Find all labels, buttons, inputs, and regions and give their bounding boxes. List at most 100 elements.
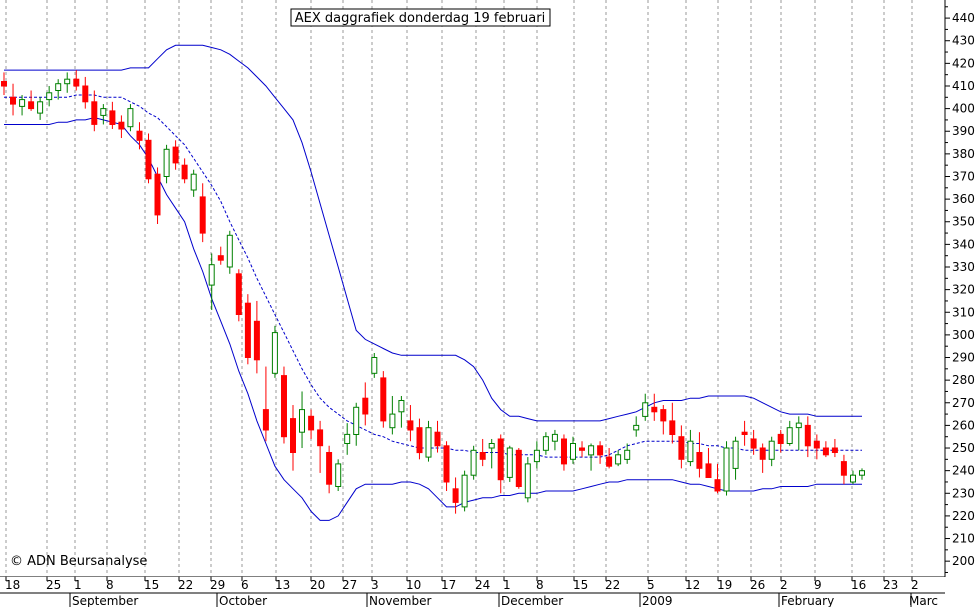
y-tick-label: 230 (952, 486, 975, 500)
candle-body-up (768, 440, 775, 460)
candle (777, 429, 784, 453)
candle (317, 420, 324, 473)
candle-body-down (28, 101, 35, 110)
candle-body-down (831, 447, 838, 453)
candle-body-down (362, 397, 369, 415)
candle-body-down (696, 452, 703, 469)
x-day-label: 13 (275, 578, 290, 592)
candlesticks (1, 70, 865, 514)
candle-body-up (127, 108, 134, 128)
candle-body-down (750, 438, 757, 449)
candle (570, 436, 576, 464)
candle-body-down (561, 438, 567, 465)
candle (181, 158, 188, 184)
candle (46, 85, 53, 107)
candle-body-down (244, 302, 251, 359)
candle (380, 371, 387, 428)
candle-body-up (850, 474, 856, 483)
candle (443, 441, 450, 492)
candle-body-down (822, 447, 829, 456)
y-tick-label: 280 (952, 373, 975, 387)
candle (109, 101, 116, 129)
candle (597, 441, 604, 464)
candle-body-up (732, 440, 739, 469)
candle (606, 448, 613, 469)
candle-body-up (542, 436, 549, 451)
x-day-label: 24 (475, 578, 490, 592)
x-day-label: 2 (780, 578, 788, 592)
x-day-label: 22 (178, 578, 193, 592)
candle (362, 382, 369, 426)
candle-body-up (299, 409, 305, 433)
x-month-label: 2009 (642, 594, 673, 607)
candle (1, 72, 7, 96)
x-day-label: 18 (5, 578, 20, 592)
x-month-label: February (781, 594, 834, 607)
candle-body-up (786, 427, 793, 445)
candle (696, 432, 703, 478)
candle-body-up (55, 83, 62, 91)
candle (678, 425, 685, 469)
candle (271, 325, 278, 378)
candle (19, 95, 26, 116)
candle (136, 122, 143, 150)
candle-body-up (795, 422, 802, 429)
x-month-label: Marc (909, 594, 938, 607)
candle-body-up (335, 463, 342, 487)
candle (533, 441, 540, 469)
x-day-label: 23 (883, 578, 898, 592)
y-tick-label: 290 (952, 351, 975, 365)
candle (850, 470, 856, 485)
x-day-label: 16 (851, 578, 866, 592)
candle (371, 352, 378, 378)
candle (253, 300, 260, 374)
y-tick-label: 420 (952, 56, 975, 70)
y-tick-label: 340 (952, 237, 975, 251)
x-day-label: 3 (371, 578, 379, 592)
upper-band-line (4, 44, 862, 422)
x-day-label: 19 (717, 578, 732, 592)
candle-body-up (163, 148, 170, 178)
candle (389, 395, 396, 435)
candle-body-down (452, 488, 459, 503)
candle (651, 393, 658, 421)
candle-body-up (271, 332, 278, 374)
candle (308, 409, 315, 439)
candle-body-up (624, 449, 631, 460)
candle-body-up (100, 108, 107, 116)
x-day-label: 17 (441, 578, 456, 592)
candle (479, 438, 486, 467)
y-tick-label: 270 (952, 396, 975, 410)
candle-body-up (687, 440, 694, 463)
candle (470, 445, 477, 480)
candle-body-down (705, 463, 712, 478)
candle (163, 144, 170, 184)
candle (154, 167, 161, 225)
x-day-label: 29 (210, 578, 225, 592)
x-day-label: 27 (342, 578, 357, 592)
candle-body-down (434, 431, 441, 447)
x-day-label: 12 (685, 578, 700, 592)
candle (588, 443, 595, 471)
candle (542, 432, 549, 455)
candle-body-up (190, 173, 197, 191)
candle (199, 183, 206, 243)
candle (290, 405, 296, 471)
y-tick-label: 330 (952, 260, 975, 274)
x-day-label: 6 (241, 578, 249, 592)
candle-body-down (262, 409, 269, 431)
x-day-label: 1 (503, 578, 511, 592)
candle-body-down (669, 420, 676, 435)
candle (262, 366, 269, 442)
candle-body-up (588, 445, 595, 456)
candle-body-down (497, 438, 504, 481)
candle (633, 416, 640, 437)
candle (281, 366, 287, 444)
y-tick-label: 260 (952, 418, 975, 432)
candle (705, 448, 712, 478)
candle-body-down (217, 255, 224, 261)
x-day-label: 9 (814, 578, 822, 592)
candle (859, 468, 865, 480)
candle-body-down (606, 456, 613, 467)
candle-body-down (813, 440, 820, 449)
